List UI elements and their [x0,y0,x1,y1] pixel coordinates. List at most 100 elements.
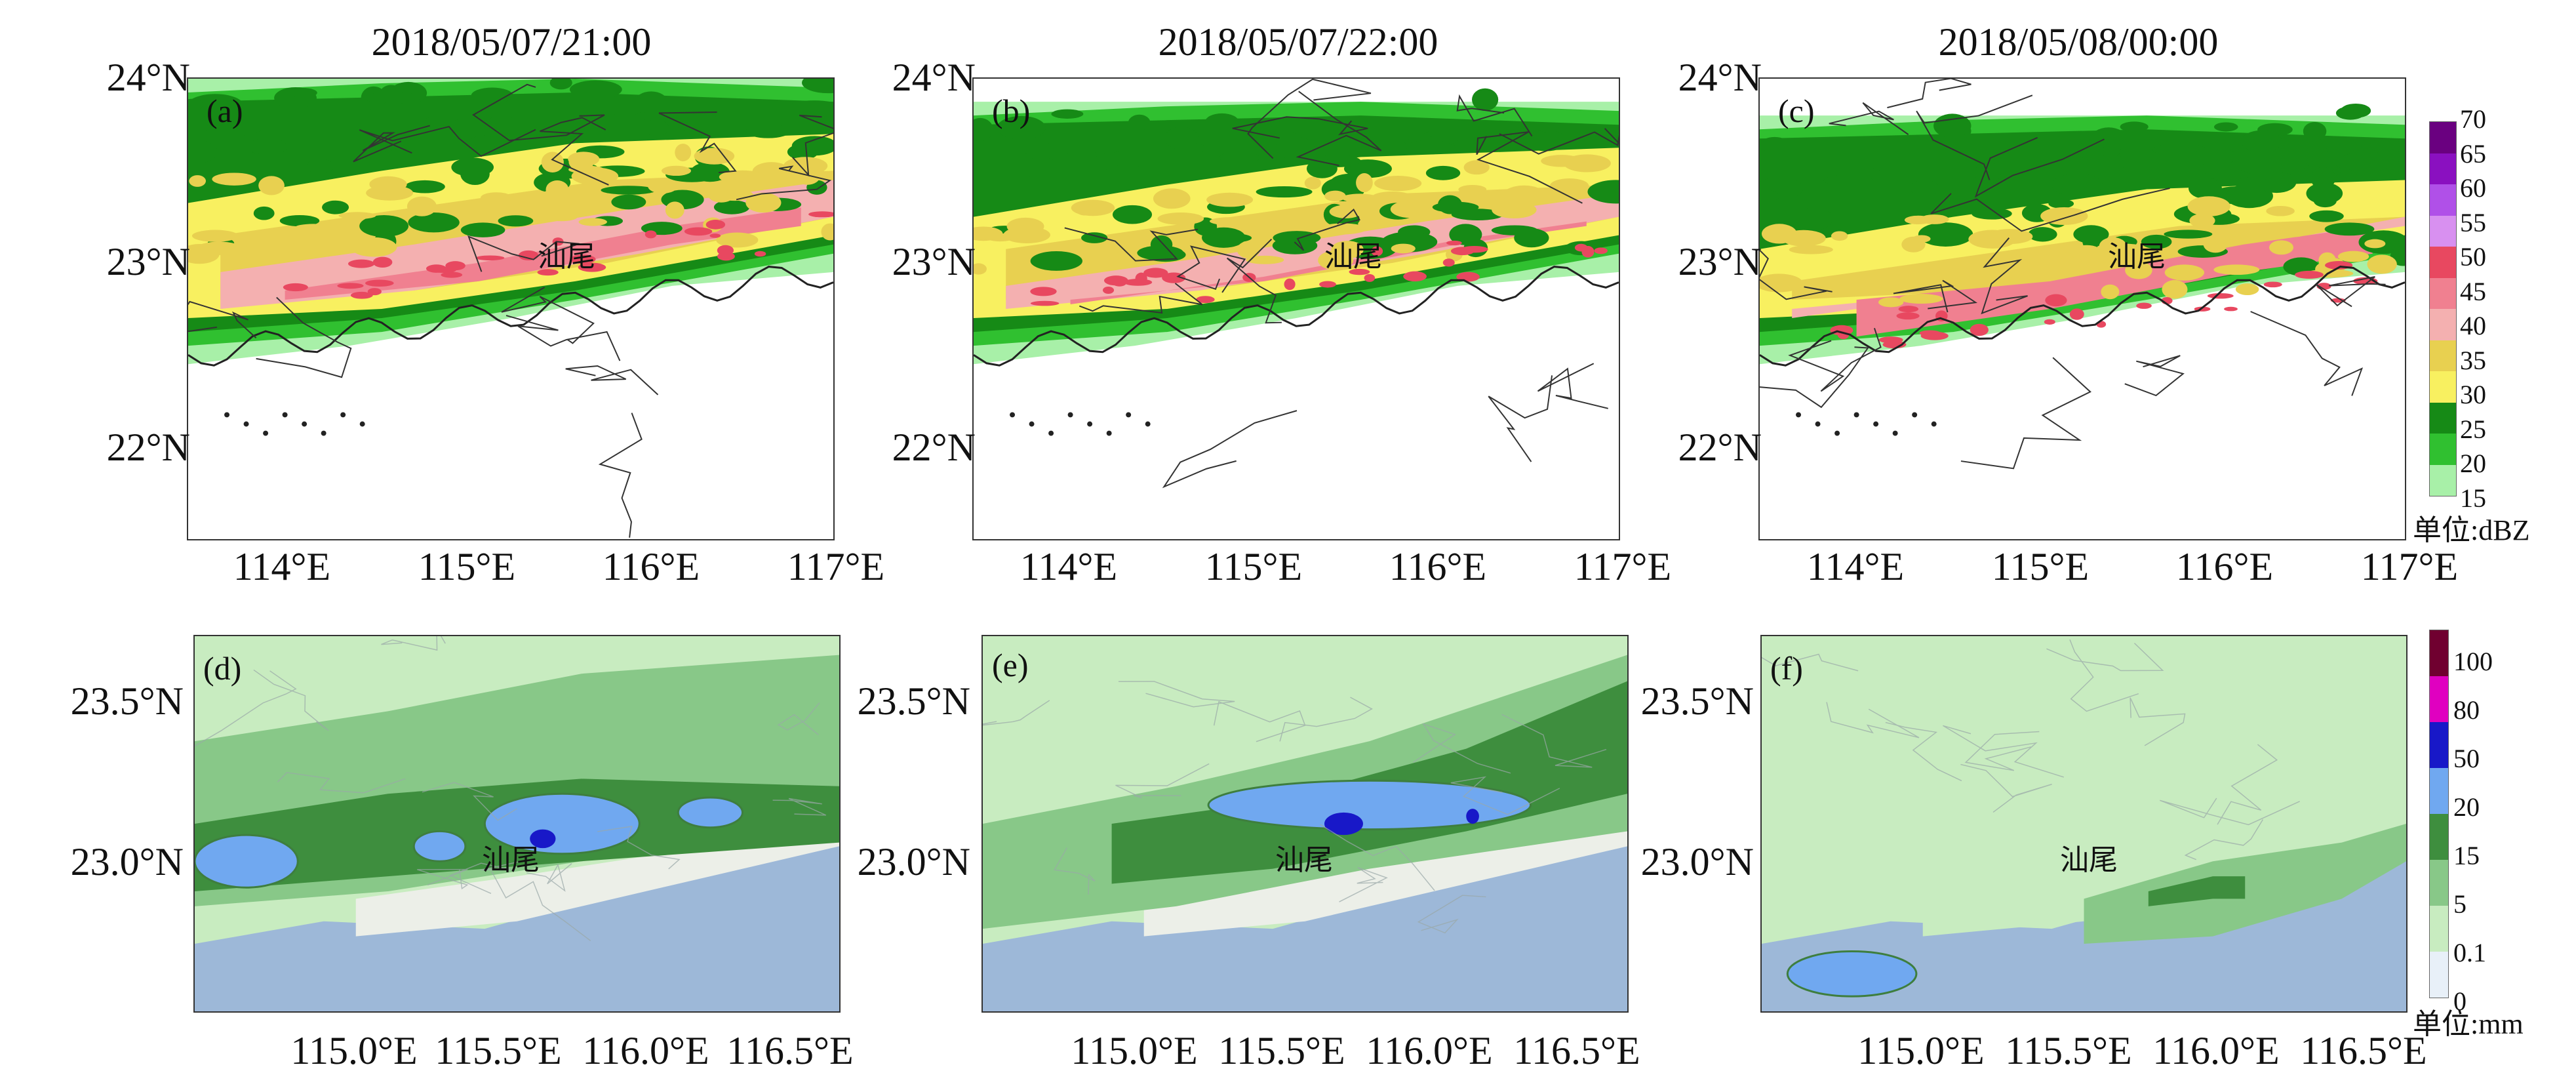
rain-20mm [483,792,641,855]
border-line [1417,895,1486,934]
echo-cell [258,176,285,195]
echo-cell [1202,227,1246,248]
border-line [1501,714,1607,768]
precip-colorbar-labels: 100 80 50 20 15 5 0.1 0 [2453,630,2519,1016]
echo-cell [1451,209,1504,221]
echo-cell [2367,254,2397,274]
echo-cell [1320,119,1343,145]
border-line [526,863,572,892]
echo-cell [471,87,513,104]
lat-tick: 23°N [1678,240,1762,283]
echo-cell-50dbz [2295,270,2324,279]
admin-borders [1064,79,1619,489]
lon-tick: 116.0°E [582,1029,709,1072]
echo-cell [1237,241,1261,259]
island [359,421,365,427]
echo-cell [1324,190,1346,202]
echo-cell [2225,184,2273,209]
echo-cell [2187,196,2230,216]
echo-cell [1174,143,1206,153]
echo-cell [2101,138,2121,150]
border-line [565,365,659,395]
lon-tick: 115°E [1204,545,1303,588]
echo-cell [1021,157,1060,179]
echo-cell [1329,205,1362,218]
rain-50mm [1466,809,1479,824]
border-line [422,782,517,821]
echo-cell [2040,207,2088,226]
echo-cell [1563,154,1611,172]
colorbar-level-label: 70 [2460,104,2486,134]
echo-cell [1502,185,1546,207]
echo-cell [601,186,656,195]
echo-cell [2073,225,2109,244]
echo-cell [188,94,244,118]
echo-cell [2093,155,2129,171]
echo-cell [2337,251,2369,262]
echo-cell [306,159,334,174]
echo-cell [2071,245,2103,262]
border-line [1413,723,1511,774]
admin-borders [1760,79,2386,470]
echo-cell [2162,280,2188,299]
colorbar-segment [2430,906,2448,953]
colorbar-level-label: 45 [2460,276,2486,306]
colorbar-level-label: 0.1 [2453,938,2486,967]
colorbar-level-label: 60 [2460,173,2486,203]
echo-cell [2164,264,2205,281]
border-line [1488,375,1553,462]
coast-path [1760,266,2405,367]
echo-cell [2101,284,2120,300]
map-panel-e [981,635,1629,1013]
echo-cell [1082,249,1121,262]
admin-borders [188,83,833,538]
echo-cell [997,115,1046,140]
reflectivity-unit: 单位:dBZ [2413,514,2530,546]
echo-cell-50dbz [1196,296,1215,304]
border-line [2217,744,2278,825]
echo-cell [1463,160,1490,175]
echo-cell-50dbz [644,230,657,239]
dry-coast [355,824,839,937]
island [1931,421,1937,427]
echo-cell [490,115,514,125]
echo-cell [1832,281,1865,295]
echo-cell [2283,228,2307,237]
echo-cell [2256,159,2284,180]
echo-cell [541,190,559,210]
border-line [658,111,737,174]
map-svg [983,636,1627,1011]
colorbar-level-label: 80 [2453,695,2480,725]
panel-d-label: (d) [203,650,242,687]
island [1087,421,1093,427]
echo-cell-50dbz [570,254,596,264]
echo-cell [2141,234,2172,249]
echo-cell [1933,113,1972,138]
echo-cell [2213,264,2260,275]
lon-tick: 115.5°E [435,1029,562,1072]
echo-cell-50dbz [431,267,456,273]
echo-cell [242,243,276,260]
island [243,421,249,427]
echo-cell [1974,161,2001,184]
lon-tick: 116.0°E [2152,1029,2280,1072]
echo-cell [544,212,578,222]
island [1048,430,1054,436]
lon-tick: 115.5°E [2005,1029,2132,1072]
echo-cell [1795,207,1833,230]
map-panel-f [1760,635,2408,1013]
colorbar-level-label: 15 [2460,483,2486,513]
border-line [1499,128,1619,155]
rain-20mm [1207,779,1532,831]
echo-cell [661,165,692,176]
border-line [1296,91,1382,167]
coast-path [974,266,1619,367]
rain-20mm [677,796,744,829]
colorbar-level-label: 100 [2453,647,2493,676]
lon-tick: 115.5°E [1218,1029,1345,1072]
echo-cell [1206,192,1254,207]
map-panel-b [972,77,1620,540]
echo-cell-50dbz [1284,278,1296,291]
dry-coast [1143,824,1627,937]
colorbar-segment [2430,309,2456,342]
